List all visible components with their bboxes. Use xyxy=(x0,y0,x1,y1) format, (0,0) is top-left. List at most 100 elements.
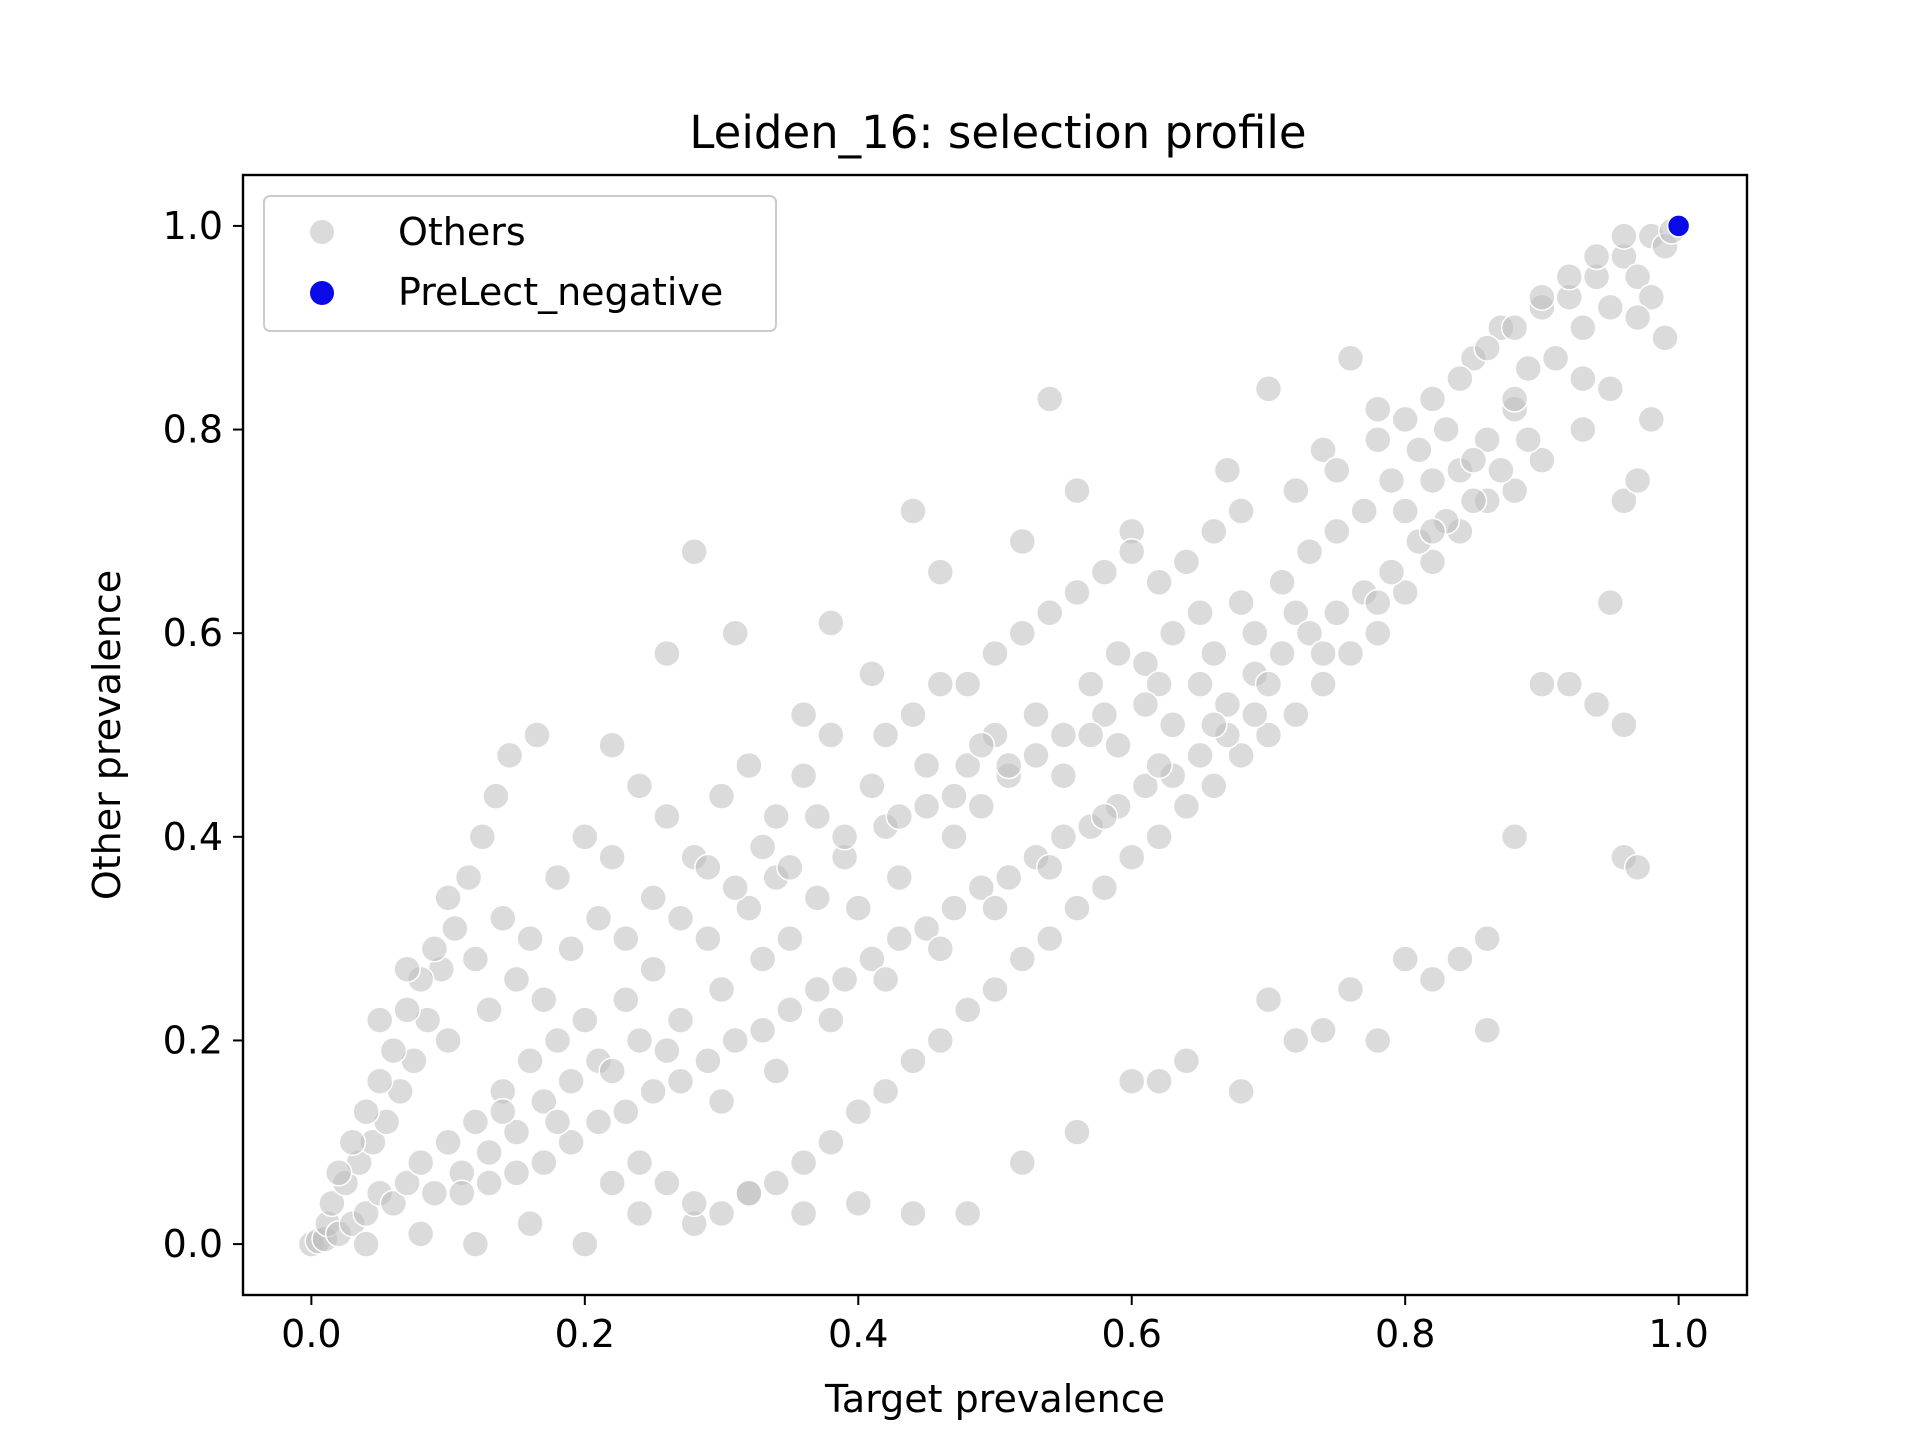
data-point xyxy=(1323,599,1351,627)
data-point xyxy=(871,1077,900,1106)
data-point xyxy=(448,1179,476,1207)
data-point xyxy=(981,639,1009,668)
data-point xyxy=(1623,466,1652,495)
y-tick-label: 1.0 xyxy=(163,204,223,248)
data-point xyxy=(653,1169,681,1197)
data-point xyxy=(953,670,982,698)
data-point xyxy=(639,1077,667,1106)
data-point xyxy=(461,1108,490,1136)
data-point xyxy=(721,619,749,647)
data-point xyxy=(735,894,763,922)
data-point xyxy=(1555,670,1584,698)
data-point xyxy=(1541,344,1570,373)
data-point xyxy=(1282,1026,1310,1055)
data-point xyxy=(639,884,667,912)
data-point xyxy=(1282,700,1310,729)
data-point xyxy=(393,1169,421,1197)
data-point xyxy=(735,751,763,780)
data-point xyxy=(694,924,722,953)
data-point xyxy=(1418,548,1447,576)
data-point xyxy=(803,884,832,912)
data-point xyxy=(721,873,749,902)
data-point xyxy=(1623,303,1652,332)
data-point xyxy=(1391,578,1419,607)
data-point xyxy=(1364,588,1392,617)
data-point xyxy=(1364,1026,1392,1055)
data-point xyxy=(557,935,585,963)
data-point xyxy=(475,1169,503,1197)
data-point xyxy=(1145,670,1173,698)
data-point xyxy=(967,731,996,759)
data-point xyxy=(1241,619,1269,647)
data-point xyxy=(625,772,654,800)
data-point xyxy=(1145,1067,1173,1095)
data-point xyxy=(830,965,859,994)
data-point xyxy=(502,1118,531,1146)
data-point xyxy=(1432,415,1460,444)
data-point xyxy=(1200,711,1228,739)
data-point xyxy=(1008,1148,1037,1177)
data-point xyxy=(1514,354,1542,383)
data-point xyxy=(495,741,524,770)
data-point xyxy=(584,1108,613,1136)
legend-box xyxy=(263,195,777,332)
data-point xyxy=(1473,1016,1501,1045)
data-point xyxy=(1446,364,1474,393)
data-point xyxy=(612,924,640,953)
data-point xyxy=(1569,313,1597,342)
data-point xyxy=(441,914,469,943)
data-point xyxy=(1391,405,1419,434)
data-point xyxy=(1323,456,1351,485)
points-layer xyxy=(297,214,1691,1258)
data-point xyxy=(1610,711,1638,739)
data-point xyxy=(680,537,708,566)
x-tick-label: 0.0 xyxy=(281,1312,341,1356)
data-point xyxy=(1623,263,1652,291)
data-point xyxy=(899,497,927,525)
data-point xyxy=(789,1199,818,1228)
data-point xyxy=(844,1189,873,1218)
data-point xyxy=(707,975,736,1004)
data-point xyxy=(940,823,968,851)
data-point xyxy=(406,1148,435,1177)
data-point xyxy=(1254,721,1283,749)
data-point xyxy=(571,823,599,851)
data-point xyxy=(1666,214,1691,238)
data-point xyxy=(748,1016,777,1045)
data-point xyxy=(871,721,900,749)
data-point xyxy=(1309,1016,1337,1045)
chart-title: Leiden_16: selection profile xyxy=(689,106,1306,159)
data-point xyxy=(1528,670,1556,698)
data-point xyxy=(365,1067,394,1095)
data-point xyxy=(1035,924,1064,953)
data-point xyxy=(1405,436,1433,464)
data-point xyxy=(1022,700,1050,729)
data-point xyxy=(571,1230,599,1258)
legend: Others PreLect_negative xyxy=(263,195,777,332)
data-point xyxy=(912,751,941,780)
data-point xyxy=(1569,415,1597,444)
data-point xyxy=(352,1230,380,1258)
data-point xyxy=(789,1148,818,1177)
data-point xyxy=(1610,487,1638,515)
data-point xyxy=(1145,823,1173,851)
data-point xyxy=(1295,619,1324,647)
data-point xyxy=(1309,639,1337,668)
data-point xyxy=(461,945,490,973)
data-point xyxy=(1336,344,1365,373)
data-point xyxy=(1514,425,1542,454)
data-point xyxy=(817,1128,845,1157)
data-point xyxy=(871,965,900,994)
data-point xyxy=(1500,313,1529,342)
data-point xyxy=(1651,324,1679,352)
data-point xyxy=(1295,537,1324,566)
data-point xyxy=(789,761,818,790)
data-point xyxy=(953,751,982,780)
data-point xyxy=(899,1199,927,1228)
y-tick-label: 0.0 xyxy=(163,1222,223,1266)
x-tick-label: 0.8 xyxy=(1375,1312,1435,1356)
data-point xyxy=(1637,405,1666,434)
data-point xyxy=(1500,476,1529,505)
data-point xyxy=(680,1189,708,1218)
data-point xyxy=(1391,497,1419,525)
